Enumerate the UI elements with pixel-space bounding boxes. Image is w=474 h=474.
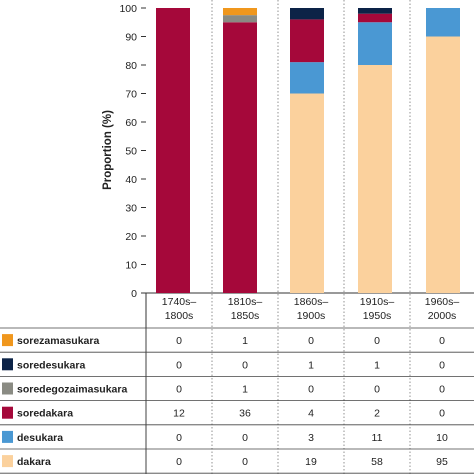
category-label: 2000s xyxy=(428,310,457,322)
bar-segment-desukara xyxy=(290,62,324,94)
table-cell: 0 xyxy=(439,408,445,420)
legend-label-sorezamasukara: sorezamasukara xyxy=(17,335,99,347)
legend-label-dakara: dakara xyxy=(17,456,51,468)
y-tick-label: 20 xyxy=(125,231,137,243)
table-cell: 0 xyxy=(439,359,445,371)
x-axis-categories: 1740s– 1800s 1810s– 1850s 1860s– 1900s 1910s– 1… xyxy=(162,296,460,322)
table-cell: 0 xyxy=(308,335,314,347)
category-label: 1740s– xyxy=(162,296,197,308)
legend-swatch-soredegozaimasukara xyxy=(2,382,13,395)
table-cell: 0 xyxy=(176,359,182,371)
table-cell: 0 xyxy=(176,335,182,347)
bar-segment-soredesukara xyxy=(358,8,392,14)
bar-segment-desukara xyxy=(426,8,460,37)
legend-label-soredakara: soredakara xyxy=(17,408,73,420)
table-cell: 12 xyxy=(173,408,185,420)
y-tick-label: 60 xyxy=(125,117,137,129)
table-cell: 0 xyxy=(176,456,182,468)
y-tick-label: 40 xyxy=(125,174,137,186)
legend-swatch-sorezamasukara xyxy=(2,334,13,347)
table-cell: 0 xyxy=(439,384,445,396)
bar-segment-dakara xyxy=(290,93,324,293)
bar-segment-soredegozaimasukara xyxy=(223,15,257,23)
legend-swatch-desukara xyxy=(2,430,13,443)
bar-segment-soredesukara xyxy=(290,8,324,20)
legend-label-soredesukara: soredesukara xyxy=(17,359,85,371)
bar-segment-soredakara xyxy=(156,8,190,293)
bar-segment-dakara xyxy=(426,36,460,293)
legend-label-soredegozaimasukara: soredegozaimasukara xyxy=(17,384,127,396)
table-cell: 4 xyxy=(308,408,314,420)
bar-segment-soredakara xyxy=(358,13,392,23)
bar-segment-soredakara xyxy=(290,19,324,63)
category-label: 1800s xyxy=(165,310,194,322)
table-cell: 1 xyxy=(242,384,248,396)
y-tick-label: 50 xyxy=(125,146,137,158)
table-cell: 0 xyxy=(308,384,314,396)
table-cell: 0 xyxy=(439,335,445,347)
table-cell: 0 xyxy=(374,335,380,347)
table-cell: 0 xyxy=(242,432,248,444)
table-cell: 1 xyxy=(308,359,314,371)
bar-segment-desukara xyxy=(358,22,392,65)
legend-swatch-dakara xyxy=(2,455,13,468)
category-label: 1950s xyxy=(363,310,392,322)
legend-swatch-soredakara xyxy=(2,406,13,419)
table-cell: 0 xyxy=(374,384,380,396)
table-cell: 3 xyxy=(308,432,314,444)
category-label: 1860s– xyxy=(294,296,329,308)
table-cell: 0 xyxy=(176,384,182,396)
y-tick-label: 30 xyxy=(125,203,137,215)
y-axis-label: Proportion (%) xyxy=(102,110,114,190)
y-tick-label: 90 xyxy=(125,32,137,44)
bar-segment-dakara xyxy=(358,65,392,293)
table-cell: 2 xyxy=(374,408,380,420)
table-cell: 0 xyxy=(242,359,248,371)
table-cell: 1 xyxy=(242,335,248,347)
category-label: 1960s– xyxy=(425,296,460,308)
table-cell: 1 xyxy=(374,359,380,371)
category-label: 1810s– xyxy=(228,296,263,308)
y-tick-label: 10 xyxy=(125,260,137,272)
y-tick-label: 80 xyxy=(125,60,137,72)
category-label: 1910s– xyxy=(360,296,395,308)
table-cell: 10 xyxy=(436,432,448,444)
table-cell: 58 xyxy=(371,456,383,468)
y-axis: 0 10 20 30 40 50 60 70 80 90 100 xyxy=(119,3,146,300)
table-cell: 0 xyxy=(176,432,182,444)
bar-segment-soredakara xyxy=(223,22,257,293)
table-cell: 11 xyxy=(372,432,383,444)
legend-label-desukara: desukara xyxy=(17,432,63,444)
y-tick-label: 100 xyxy=(119,3,137,15)
table-cell: 95 xyxy=(436,456,448,468)
bars xyxy=(156,8,460,293)
table-cell: 36 xyxy=(239,408,251,420)
category-label: 1850s xyxy=(231,310,260,322)
legend-swatch-soredesukara xyxy=(2,358,13,371)
category-label: 1900s xyxy=(297,310,326,322)
table-cell: 0 xyxy=(242,456,248,468)
table-cell: 19 xyxy=(305,456,317,468)
bar-segment-sorezamasukara xyxy=(223,8,257,16)
y-tick-label: 70 xyxy=(125,89,137,101)
y-tick-label: 0 xyxy=(131,288,137,300)
